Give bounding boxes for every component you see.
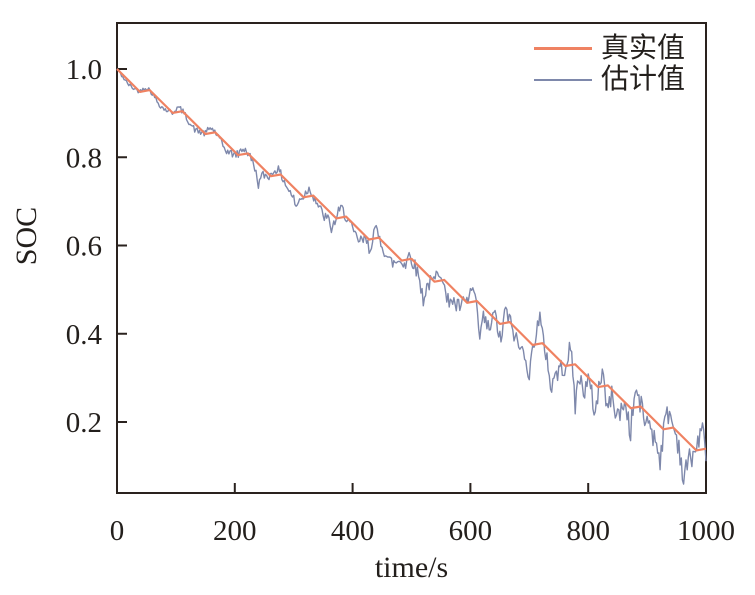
legend-label-estimated-value: 估计值: [601, 64, 686, 95]
y-axis-label: SOC: [10, 207, 43, 265]
legend-item-true-value: 真实值: [534, 33, 685, 64]
y-tick-label: 0.8: [66, 142, 102, 174]
x-tick-label: 1000: [677, 515, 735, 547]
y-tick-label: 0.4: [66, 319, 103, 351]
x-tick-label: 800: [566, 515, 610, 547]
true-value-line-swatch: [534, 47, 592, 50]
estimated-value-line: [116, 68, 707, 485]
x-tick-label: 400: [331, 515, 375, 547]
legend-item-estimated-value: 估计值: [534, 64, 685, 95]
x-axis-label: time/s: [375, 551, 448, 584]
y-tick-label: 0.6: [66, 231, 102, 263]
true-value-line: [116, 68, 707, 452]
plot-border: [116, 22, 707, 494]
estimated-value-line-swatch: [534, 78, 592, 81]
y-tick-label: 1.0: [66, 54, 102, 86]
x-tick-label: 0: [110, 515, 125, 547]
x-tick-label: 200: [213, 515, 257, 547]
y-tick-label: 0.2: [66, 407, 102, 439]
legend-label-true-value: 真实值: [601, 33, 686, 64]
chart-legend: 真实值 估计值: [534, 33, 685, 95]
x-tick-label: 600: [449, 515, 493, 547]
